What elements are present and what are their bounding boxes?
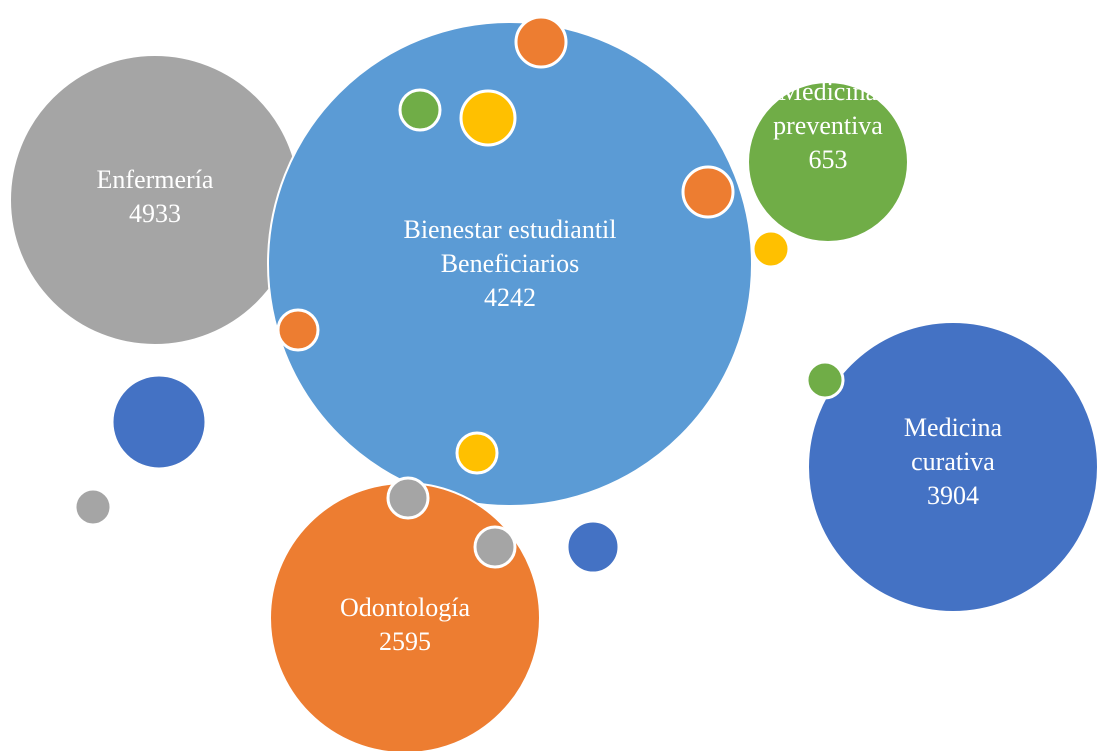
dot — [455, 431, 499, 475]
bubble-value: 2595 — [379, 627, 431, 656]
dot — [565, 519, 621, 575]
decor-dots — [73, 15, 845, 575]
labels: Enfermería 4933 Bienestar estudiantil Benef… — [97, 77, 1003, 656]
bubble-value: 653 — [809, 145, 848, 174]
bubble-label: Enfermería — [97, 165, 214, 194]
bubble-label: Bienestar estudiantil — [403, 215, 616, 244]
dot — [514, 15, 568, 69]
main-bubbles — [9, 21, 1098, 751]
bubble — [807, 321, 1098, 613]
dot — [398, 88, 442, 132]
dot — [805, 360, 845, 400]
dot — [681, 165, 735, 219]
dot — [473, 525, 517, 569]
bubble — [747, 81, 909, 243]
bubble-value: 3904 — [927, 481, 979, 510]
dot — [276, 308, 320, 352]
bubble — [267, 21, 753, 507]
bubble-label: preventiva — [773, 111, 883, 140]
bubble-label: Medicina — [904, 413, 1003, 442]
bubble-label: Odontología — [340, 593, 470, 622]
dot — [73, 487, 113, 527]
dot — [459, 89, 517, 147]
bubble-label: Beneficiarios — [441, 249, 580, 278]
bubble-label: Medicina — [779, 77, 878, 106]
bubble-value: 4933 — [129, 199, 181, 228]
dot — [110, 373, 208, 471]
bubble-value: 4242 — [484, 283, 536, 312]
dot — [386, 476, 430, 520]
dot — [751, 229, 791, 269]
bubble-label: curativa — [911, 447, 995, 476]
